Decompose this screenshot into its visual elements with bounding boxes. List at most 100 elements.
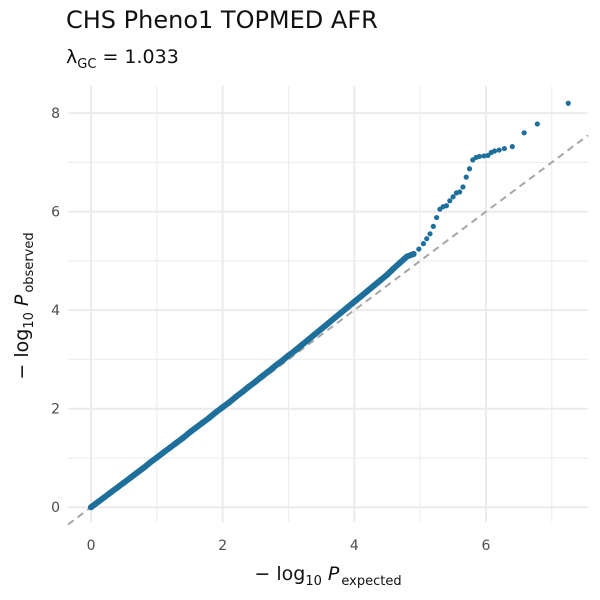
data-point: [199, 419, 206, 426]
lambda-symbol: λ: [66, 46, 78, 68]
data-point: [167, 444, 174, 451]
chart-subtitle: λGC = 1.033: [66, 46, 179, 72]
data-point: [278, 357, 285, 364]
data-point: [397, 259, 404, 266]
x-tick-label: 2: [218, 538, 227, 554]
data-point: [272, 362, 279, 369]
grid-minor: [68, 86, 588, 522]
y-tick-labels: 0 2 4 6 8: [51, 106, 60, 516]
data-point: [153, 454, 160, 461]
data-point: [246, 383, 253, 390]
data-point: [351, 298, 358, 305]
data-point: [311, 331, 318, 338]
data-point: [447, 198, 453, 204]
data-point: [134, 469, 141, 476]
data-point: [450, 194, 456, 200]
data-point: [232, 393, 239, 400]
y-axis-prefix: − log: [11, 329, 33, 380]
data-point: [460, 184, 466, 190]
data-point: [107, 489, 114, 496]
data-point: [298, 342, 305, 349]
data-point: [252, 378, 259, 385]
data-point: [565, 100, 571, 106]
data-point: [206, 414, 213, 421]
data-point: [443, 203, 450, 209]
y-axis-symbol: P: [11, 294, 33, 306]
data-points: [88, 100, 571, 511]
y-axis-subscript: observed: [22, 232, 37, 292]
data-point: [410, 250, 417, 257]
data-point: [521, 130, 527, 136]
data-point: [193, 424, 200, 431]
data-point: [427, 231, 433, 237]
data-point: [325, 320, 331, 327]
x-axis-symbol: P: [328, 563, 340, 585]
y-tick-label: 6: [51, 205, 60, 221]
data-point: [430, 223, 436, 230]
data-point: [377, 277, 384, 284]
x-axis-subscript: expected: [341, 574, 401, 589]
grid-major: [68, 86, 588, 522]
data-point: [160, 449, 167, 456]
chart-title: CHS Pheno1 TOPMED AFR: [66, 6, 378, 34]
data-point: [213, 409, 220, 416]
data-point: [466, 166, 473, 172]
data-point: [331, 315, 338, 322]
data-point: [420, 241, 427, 247]
y-tick-label: 8: [51, 106, 60, 122]
data-point: [534, 121, 540, 127]
data-point: [364, 287, 371, 294]
y-tick-label: 0: [51, 500, 60, 516]
data-point: [127, 474, 134, 481]
data-point: [501, 145, 508, 152]
y-axis-title: − log10 Pobserved: [11, 232, 37, 379]
data-point: [424, 236, 430, 242]
data-point: [285, 352, 292, 359]
x-axis-prefix: − log: [254, 563, 305, 585]
data-point: [371, 282, 378, 289]
x-tick-label: 6: [482, 538, 491, 554]
data-point: [147, 459, 154, 466]
data-point: [384, 271, 391, 278]
lambda-subscript: GC: [77, 57, 97, 72]
x-tick-label: 4: [350, 538, 359, 554]
data-point: [476, 153, 482, 160]
data-point: [186, 429, 193, 436]
data-point: [509, 143, 515, 150]
data-point: [357, 293, 364, 300]
data-point: [180, 434, 187, 441]
data-point: [88, 504, 95, 511]
data-point: [120, 479, 127, 486]
x-axis-base: 10: [305, 574, 322, 589]
data-point: [259, 373, 266, 380]
data-point: [292, 347, 299, 354]
data-point: [114, 484, 121, 491]
x-tick-labels: 0 2 4 6: [87, 538, 491, 554]
data-point: [305, 336, 312, 343]
lambda-value: = 1.033: [102, 46, 179, 68]
data-point: [344, 304, 351, 311]
data-point: [481, 153, 487, 159]
data-point: [457, 189, 463, 195]
data-point: [219, 404, 226, 411]
y-tick-label: 4: [51, 303, 60, 319]
data-point: [416, 246, 422, 252]
data-point: [496, 147, 502, 153]
data-point: [173, 439, 180, 446]
data-point: [318, 325, 325, 332]
data-point: [265, 368, 272, 375]
data-point: [94, 499, 101, 506]
data-point: [403, 253, 410, 260]
data-point: [226, 399, 233, 406]
data-point: [140, 464, 147, 471]
y-axis-base: 10: [22, 312, 37, 329]
data-point: [463, 174, 469, 180]
data-point: [101, 494, 108, 501]
y-tick-label: 2: [51, 402, 60, 418]
data-point: [239, 388, 246, 395]
data-point: [338, 309, 345, 316]
data-point: [491, 148, 498, 154]
x-tick-label: 0: [87, 538, 96, 554]
